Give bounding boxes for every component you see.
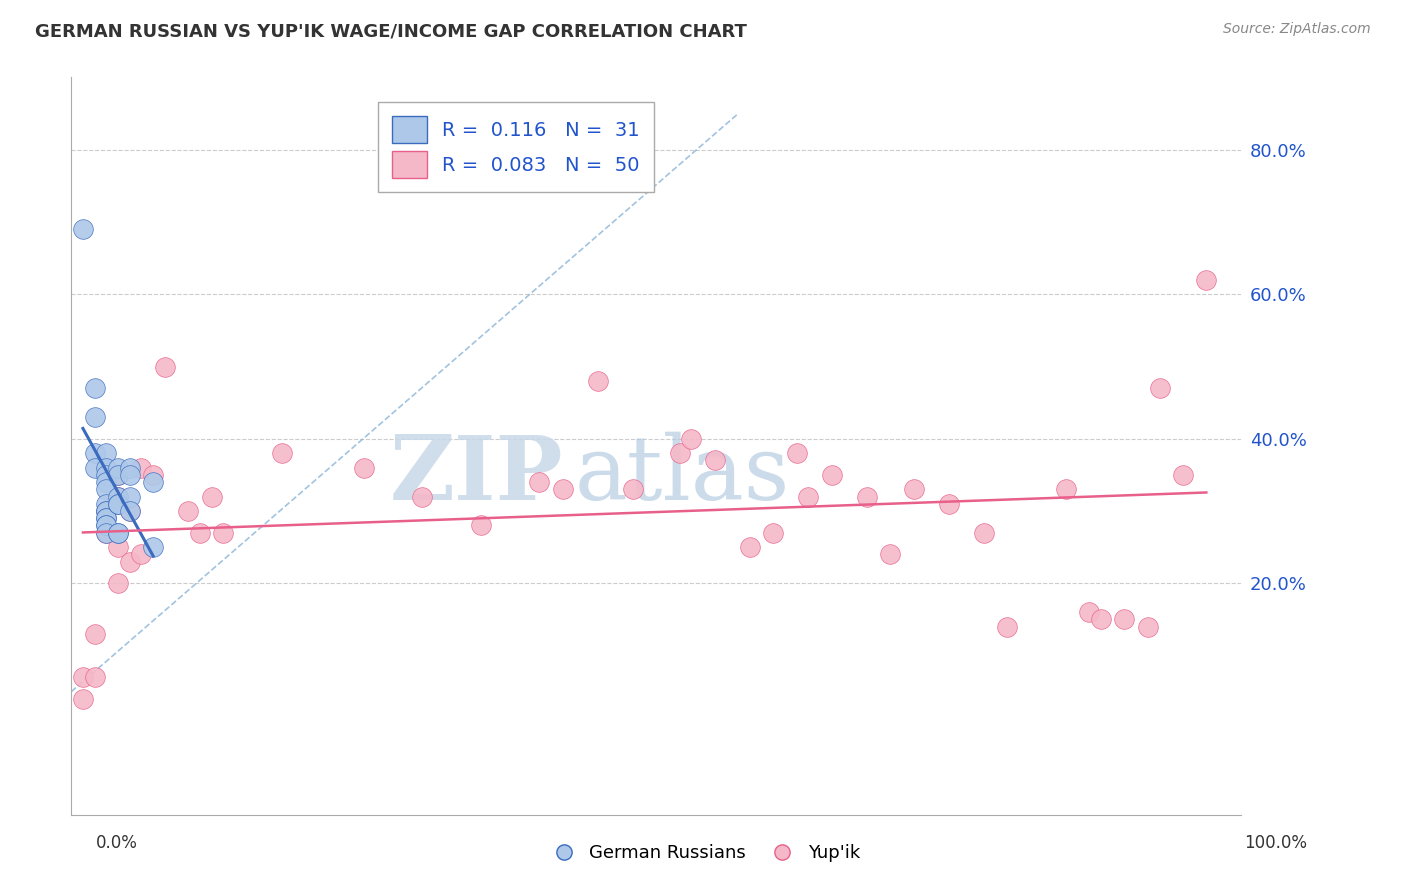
Point (118, 460, 141, 475)
Point (856, 490, 879, 504)
Point (551, 483, 574, 497)
Point (1136, 620, 1159, 634)
Point (586, 374, 609, 388)
Point (96, 518, 118, 533)
Point (96, 511, 118, 525)
Point (153, 359, 176, 374)
Point (786, 446, 808, 460)
Point (107, 497, 129, 511)
Point (83, 410, 105, 425)
Point (1171, 467, 1194, 482)
Point (1149, 381, 1171, 395)
Point (131, 460, 153, 475)
Point (201, 490, 224, 504)
Point (188, 525, 211, 540)
Point (118, 504, 141, 518)
Point (96, 504, 118, 518)
Point (96, 460, 118, 475)
Point (470, 518, 492, 533)
Point (83, 627, 105, 641)
Point (270, 446, 292, 460)
Point (83, 670, 105, 684)
Point (973, 525, 995, 540)
Point (938, 497, 960, 511)
Text: ZIP: ZIP (389, 432, 562, 519)
Text: GERMAN RUSSIAN VS YUP'IK WAGE/INCOME GAP CORRELATION CHART: GERMAN RUSSIAN VS YUP'IK WAGE/INCOME GAP… (35, 22, 747, 40)
Point (131, 548, 153, 562)
Point (681, 432, 703, 446)
Point (118, 467, 141, 482)
Point (83, 460, 105, 475)
Point (142, 467, 165, 482)
Point (96, 467, 118, 482)
Legend: R =  0.116   N =  31, R =  0.083   N =  50: R = 0.116 N = 31, R = 0.083 N = 50 (378, 102, 654, 192)
Point (107, 490, 129, 504)
Text: atlas: atlas (575, 432, 790, 519)
Point (142, 540, 165, 554)
Point (118, 504, 141, 518)
Point (96, 511, 118, 525)
Text: 0.0%: 0.0% (96, 834, 138, 852)
Point (107, 525, 129, 540)
Point (738, 540, 761, 554)
Point (118, 490, 141, 504)
Text: 100.0%: 100.0% (1244, 834, 1308, 852)
Point (72, 692, 94, 706)
Text: Source: ZipAtlas.com: Source: ZipAtlas.com (1223, 22, 1371, 37)
Point (96, 525, 118, 540)
Point (177, 504, 200, 518)
Point (762, 525, 785, 540)
Point (96, 446, 118, 460)
Point (107, 467, 129, 482)
Point (797, 490, 820, 504)
Point (96, 504, 118, 518)
Point (1078, 605, 1101, 619)
Point (1054, 483, 1077, 497)
Point (107, 540, 129, 554)
Point (411, 490, 433, 504)
Point (107, 490, 129, 504)
Point (118, 555, 141, 569)
Point (821, 467, 844, 482)
Point (72, 670, 94, 684)
Point (529, 475, 551, 490)
Point (353, 460, 375, 475)
Point (83, 381, 105, 395)
Point (96, 475, 118, 490)
Point (96, 518, 118, 533)
Point (212, 525, 235, 540)
Point (879, 548, 901, 562)
Point (83, 446, 105, 460)
Point (72, 222, 94, 236)
Legend: German Russians, Yup'ik: German Russians, Yup'ik (538, 838, 868, 870)
Point (96, 525, 118, 540)
Point (1090, 612, 1112, 626)
Point (668, 446, 690, 460)
Point (96, 483, 118, 497)
Point (995, 620, 1018, 634)
Point (142, 475, 165, 490)
Point (1114, 612, 1136, 626)
Point (903, 483, 925, 497)
Point (703, 453, 725, 467)
Point (107, 576, 129, 591)
Point (621, 483, 644, 497)
Point (107, 497, 129, 511)
Point (107, 525, 129, 540)
Point (96, 497, 118, 511)
Point (1195, 273, 1218, 287)
Point (107, 460, 129, 475)
Point (96, 504, 118, 518)
Point (107, 467, 129, 482)
